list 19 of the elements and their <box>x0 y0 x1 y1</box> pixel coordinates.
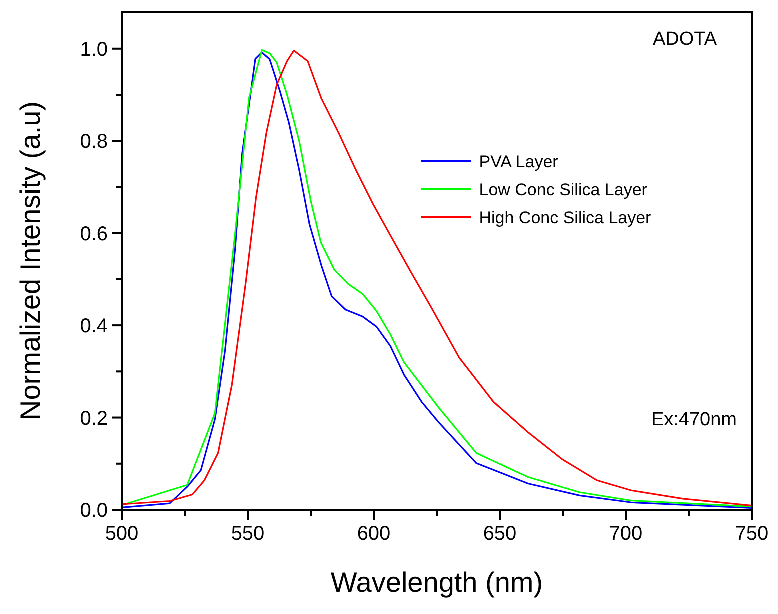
legend-label: Low Conc Silica Layer <box>479 180 648 200</box>
x-tick-label: 750 <box>735 523 769 545</box>
y-tick-label: 0.4 <box>80 316 108 338</box>
x-tick-label: 600 <box>357 523 391 545</box>
x-tick-label: 700 <box>609 523 643 545</box>
annotation: ADOTA <box>652 29 718 50</box>
y-tick-label: 0.2 <box>80 408 108 430</box>
x-tick-label: 550 <box>231 523 265 545</box>
y-tick-label: 0.0 <box>80 500 108 522</box>
annotation: Ex:470nm <box>651 409 737 430</box>
x-axis-title: Wavelength (nm) <box>330 567 544 598</box>
y-tick-label: 0.8 <box>80 131 108 154</box>
legend-label: PVA Layer <box>479 152 559 172</box>
y-axis-title: Normalized Intensity (a.u) <box>15 101 46 421</box>
y-tick-label: 1.0 <box>80 38 108 61</box>
x-tick-label: 500 <box>105 523 139 545</box>
y-tick-label: 0.6 <box>80 223 108 246</box>
legend-label: High Conc Silica Layer <box>479 208 652 228</box>
x-tick-label: 650 <box>483 523 517 545</box>
